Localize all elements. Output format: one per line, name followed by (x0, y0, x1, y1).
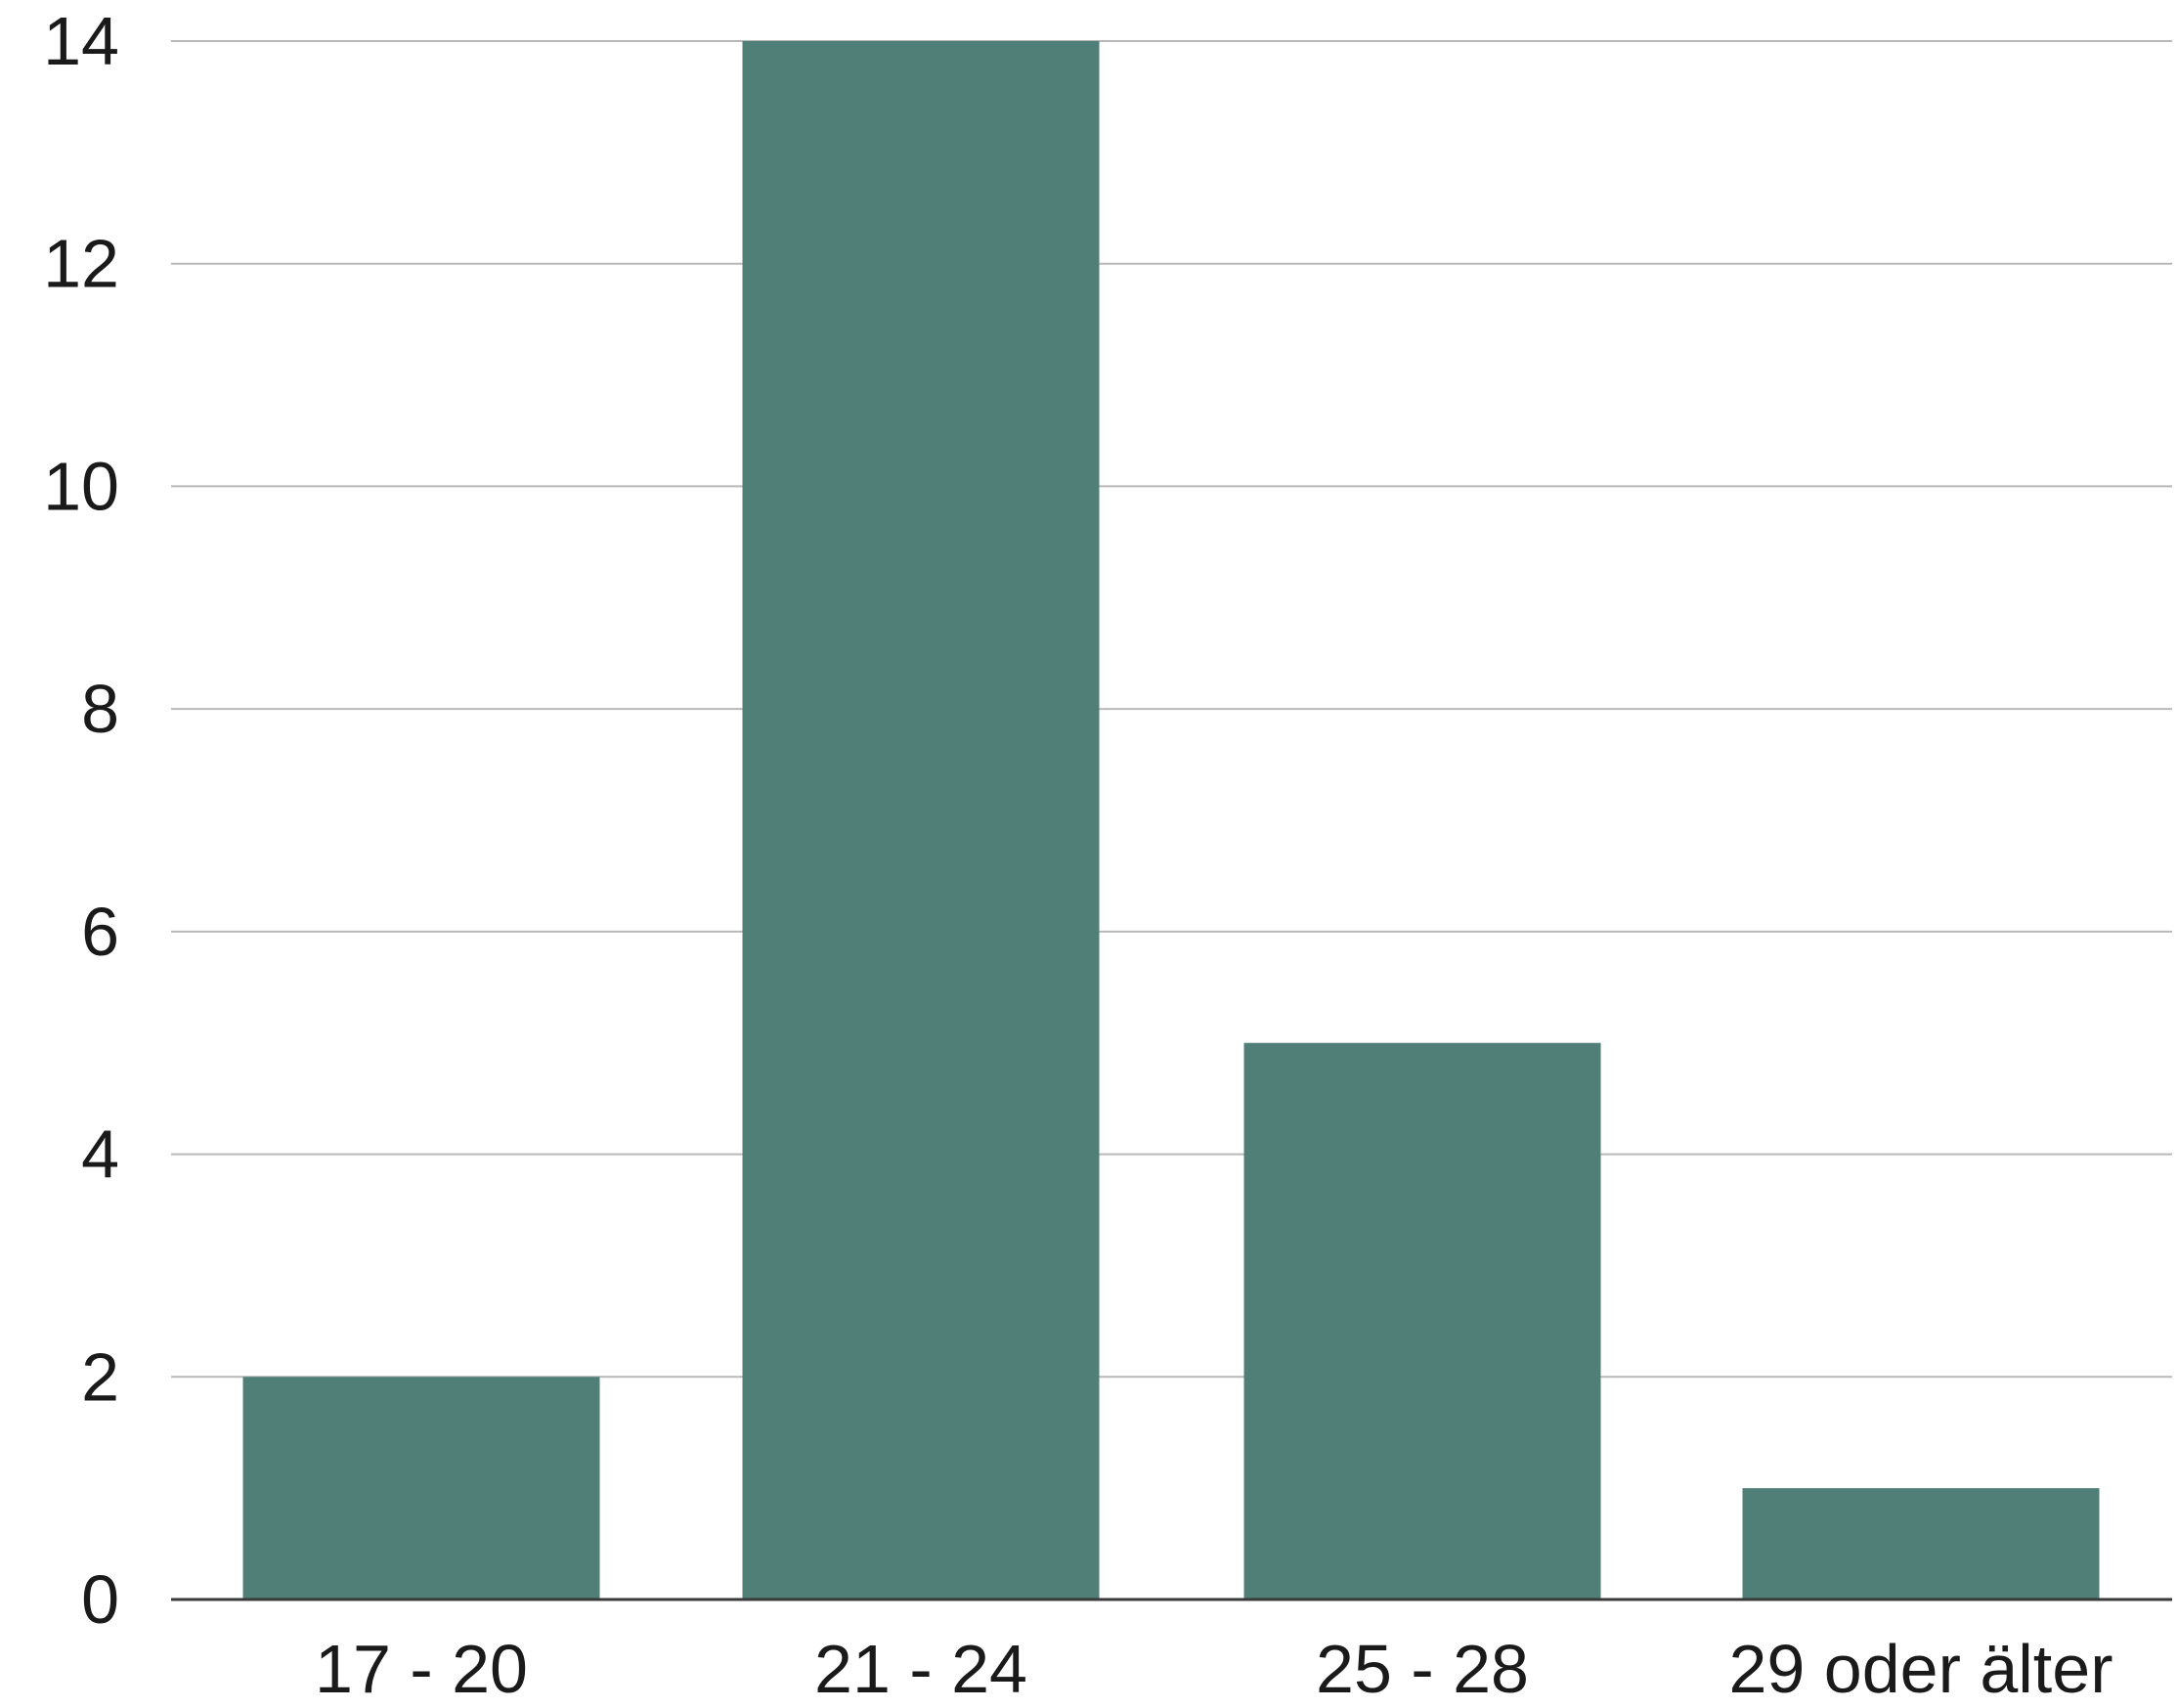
y-tick-label: 0 (81, 1561, 119, 1638)
bar-25-28 (1243, 1042, 1601, 1599)
y-tick-label: 10 (43, 448, 119, 524)
gridlines (171, 40, 2172, 1379)
x-tick-label: 29 oder älter (1728, 1631, 2113, 1707)
x-tick-label: 21 - 24 (814, 1631, 1027, 1707)
bar-29oderlter (1742, 1488, 2100, 1599)
x-tick-label: 17 - 20 (315, 1631, 528, 1707)
y-tick-label: 8 (81, 671, 119, 747)
y-tick-labels: 0 2 4 6 8 10 12 14 (43, 3, 119, 1638)
bar-21-24 (742, 41, 1100, 1599)
y-tick-label: 4 (81, 1117, 119, 1193)
x-tick-label: 25 - 28 (1316, 1631, 1529, 1707)
y-tick-label: 6 (81, 894, 119, 970)
y-tick-label: 2 (81, 1338, 119, 1415)
x-tick-labels: 17 - 20 21 - 24 25 - 28 29 oder älter (315, 1631, 2113, 1707)
bar-17-20 (242, 1377, 600, 1599)
y-tick-label: 14 (43, 3, 119, 79)
y-tick-label: 12 (43, 226, 119, 302)
bars (242, 41, 2100, 1599)
